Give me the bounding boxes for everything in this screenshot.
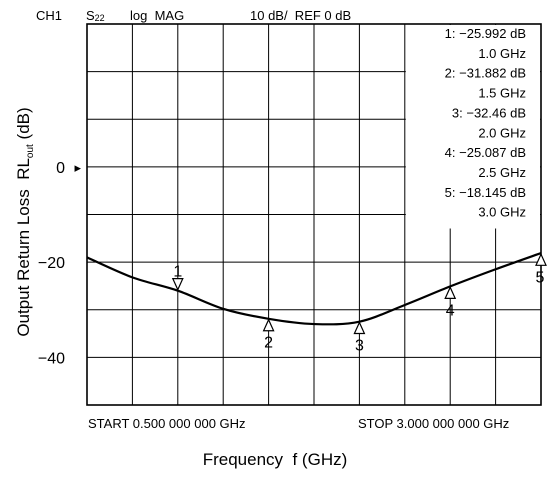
marker-number-label: 3 xyxy=(355,337,364,354)
marker-readout-frequency: 1.5 GHz xyxy=(478,86,526,101)
y-tick-label: −40 xyxy=(38,350,65,367)
y-tick-label: 0 xyxy=(56,160,65,177)
marker-number-label: 1 xyxy=(173,264,182,281)
trace-line xyxy=(86,252,542,326)
y-axis-label: Output Return Loss RLout (dB) xyxy=(14,107,36,336)
y-axis-label-main: Output Return Loss RL xyxy=(13,158,33,337)
marker-triangle xyxy=(171,278,184,292)
marker-readout-frequency: 1.0 GHz xyxy=(478,46,526,61)
marker-number-label: 4 xyxy=(446,302,455,319)
x-axis-label: Frequency f (GHz) xyxy=(202,450,348,469)
marker-readout-value: 3: −32.46 dB xyxy=(452,105,526,120)
format-label: log MAG xyxy=(130,8,185,23)
marker-readout-frequency: 2.0 GHz xyxy=(478,125,526,140)
s-parameter-base: S xyxy=(86,8,95,23)
marker-number-label: 5 xyxy=(536,269,545,286)
marker-triangle xyxy=(353,321,366,335)
marker-readout-value: 1: −25.992 dB xyxy=(445,26,526,41)
channel-label: CH1 xyxy=(36,8,63,23)
marker-readout-value: 2: −31.882 dB xyxy=(445,66,526,81)
marker-triangle xyxy=(535,252,547,266)
plot-frame xyxy=(86,23,542,406)
marker-readout-box xyxy=(405,25,540,229)
s-parameter-label: S22 xyxy=(86,8,105,23)
scale-ref-label: 10 dB/ REF 0 dB xyxy=(250,8,352,23)
marker-readout-frequency: 2.5 GHz xyxy=(478,165,526,180)
stop-frequency-label: STOP 3.000 000 000 GHz xyxy=(358,416,510,431)
marker-readout-value: 5: −18.145 dB xyxy=(445,185,526,200)
y-axis-label-unit: (dB) xyxy=(13,107,33,145)
marker-triangle xyxy=(444,285,457,299)
reference-level-marker: ▸ xyxy=(74,161,81,176)
marker-readout-value: 4: −25.087 dB xyxy=(445,145,526,160)
marker-readout-frequency: 3.0 GHz xyxy=(478,205,526,220)
y-axis-label-sub: out xyxy=(25,144,37,159)
y-tick-label: −20 xyxy=(38,255,65,272)
start-frequency-label: START 0.500 000 000 GHz xyxy=(88,416,246,431)
marker-number-label: 2 xyxy=(264,335,273,352)
marker-triangle xyxy=(262,318,275,332)
s-parameter-sub: 22 xyxy=(94,13,105,23)
